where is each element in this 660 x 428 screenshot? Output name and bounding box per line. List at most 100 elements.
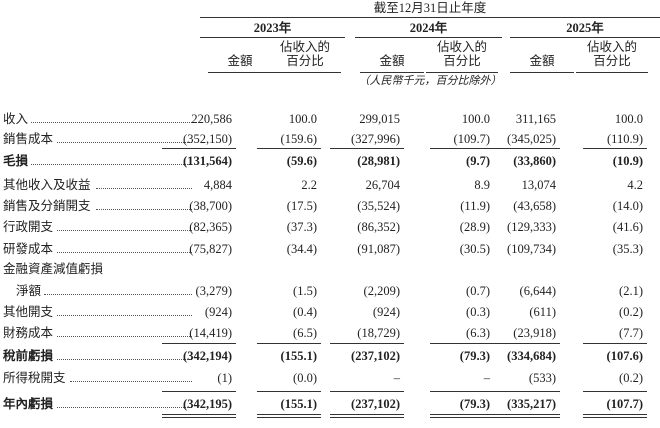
cell-value: (342,194) — [183, 349, 232, 363]
rule — [257, 148, 321, 149]
cell-value: 2.2 — [301, 178, 317, 192]
rule — [208, 72, 272, 73]
leader — [57, 230, 192, 231]
amount-header: 金額 — [529, 54, 555, 68]
cell-value: (17.5) — [286, 199, 317, 213]
cell-value: (924) — [204, 305, 232, 319]
leader — [96, 209, 192, 210]
row-label: 其他開支 — [3, 305, 54, 319]
cell-value: (0.2) — [619, 305, 643, 319]
cell-value: (155.1) — [280, 397, 317, 411]
rule — [162, 417, 236, 418]
leader — [57, 407, 192, 408]
row-label: 收入 — [3, 112, 29, 126]
cell-value: (345,025) — [507, 132, 556, 146]
rule — [330, 343, 404, 344]
cell-value: (28.9) — [459, 220, 490, 234]
cell-value: (23,918) — [513, 326, 556, 340]
cell-value: (75,827) — [189, 242, 232, 256]
row-label: 金融資產減值虧損 — [3, 262, 104, 276]
cell-value: (41.6) — [612, 220, 643, 234]
rule — [200, 37, 345, 38]
rule — [330, 414, 404, 415]
rule — [257, 391, 321, 392]
cell-value: (38,700) — [189, 199, 232, 213]
leader — [57, 142, 192, 143]
leader — [57, 336, 192, 337]
cell-value: (14.0) — [612, 199, 643, 213]
cell-value: (109.7) — [453, 132, 490, 146]
cell-value: (91,087) — [357, 242, 400, 256]
rule — [486, 343, 560, 344]
row-label: 年內虧損 — [3, 397, 54, 411]
leader — [31, 164, 192, 165]
amount-header: 金額 — [379, 54, 405, 68]
cell-value: (6.5) — [293, 326, 317, 340]
cell-value: 4,884 — [203, 178, 232, 192]
rule — [162, 343, 236, 344]
cell-value: 100.0 — [614, 112, 643, 126]
cell-value: (533) — [528, 371, 556, 385]
rule — [330, 391, 404, 392]
rule — [486, 148, 560, 149]
cell-value: (86,352) — [357, 220, 400, 234]
rule — [510, 72, 574, 73]
rule — [330, 148, 404, 149]
rule — [510, 37, 660, 38]
year-header: 2024年 — [409, 21, 448, 35]
cell-value: (79.3) — [459, 349, 490, 363]
rule — [430, 148, 494, 149]
rule — [257, 417, 321, 418]
cell-value: (3,279) — [195, 284, 232, 298]
rule — [162, 391, 236, 392]
cell-value: (2,209) — [363, 284, 400, 298]
cell-value: (342,195) — [183, 397, 232, 411]
row-label: 財務成本 — [3, 326, 54, 340]
leader — [96, 188, 192, 189]
rule — [430, 391, 494, 392]
leader — [57, 359, 192, 360]
unit-note: （人民幣千元，百分比除外） — [358, 75, 502, 87]
row-label: 研發成本 — [3, 242, 54, 256]
rule — [583, 414, 647, 415]
row-label: 其他收入及收益 — [3, 178, 91, 192]
cell-value: (0.7) — [466, 284, 490, 298]
row-label: 所得稅開支 — [3, 371, 66, 385]
cell-value: (155.1) — [280, 349, 317, 363]
rule — [430, 343, 494, 344]
cell-value: (0.0) — [293, 371, 317, 385]
cell-value: 100.0 — [288, 112, 317, 126]
cell-value: (2.1) — [619, 284, 643, 298]
rule — [269, 72, 341, 73]
cell-value: 311,165 — [515, 112, 556, 126]
rule — [200, 17, 660, 18]
pct-header: 佔收入的 — [279, 40, 330, 54]
cell-value: (37.3) — [286, 220, 317, 234]
cell-value: (159.6) — [280, 132, 317, 146]
amount-header: 金額 — [227, 54, 253, 68]
cell-value: (237,102) — [351, 397, 400, 411]
cell-value: (0.2) — [619, 371, 643, 385]
cell-value: (79.3) — [459, 397, 490, 411]
cell-value: 8.9 — [474, 178, 490, 192]
cell-value: (107.6) — [606, 349, 643, 363]
pct-header: 佔收入的 — [586, 40, 637, 54]
cell-value: (924) — [372, 305, 400, 319]
rule — [355, 37, 502, 38]
row-label: 稅前虧損 — [3, 349, 54, 363]
rule — [257, 343, 321, 344]
cell-value: (110.9) — [607, 132, 643, 146]
cell-value: (33,860) — [513, 154, 556, 168]
period-header: 截至12月31日止年度 — [373, 1, 487, 15]
rule — [430, 417, 494, 418]
cell-value: (327,996) — [351, 132, 400, 146]
pct-header: 佔收入的 — [436, 40, 487, 54]
rule — [486, 414, 560, 415]
cell-value: (6,644) — [519, 284, 556, 298]
cell-value: (30.5) — [459, 242, 490, 256]
row-label: 銷售成本 — [3, 132, 54, 146]
cell-value: 26,704 — [365, 178, 400, 192]
cell-value: 13,074 — [521, 178, 556, 192]
cell-value: (35,524) — [357, 199, 400, 213]
